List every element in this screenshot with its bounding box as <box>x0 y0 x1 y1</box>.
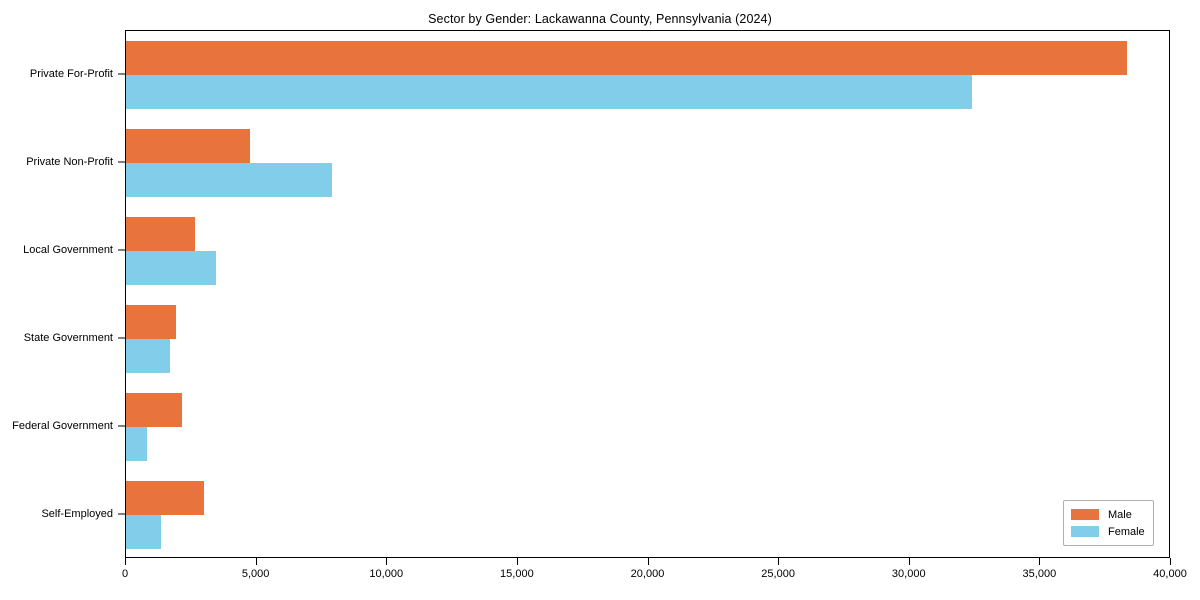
bar-male[interactable] <box>126 129 251 163</box>
x-tick-label: 0 <box>121 568 129 580</box>
x-tick-mark <box>516 558 518 565</box>
x-tick-mark <box>908 558 910 565</box>
y-tick-mark <box>118 337 125 339</box>
y-tick-mark <box>118 73 125 75</box>
bar-female[interactable] <box>126 339 171 373</box>
x-tick-label: 10,000 <box>369 568 404 580</box>
y-tick-label: Local Government <box>23 244 113 256</box>
bar-male[interactable] <box>126 393 183 427</box>
y-tick-mark <box>118 513 125 515</box>
y-tick-label: State Government <box>23 332 113 344</box>
bar-male[interactable] <box>126 217 196 251</box>
legend-label: Male <box>1108 508 1132 521</box>
bar-group <box>126 305 1169 373</box>
bar-male[interactable] <box>126 481 204 515</box>
x-tick-label: 25,000 <box>761 568 795 580</box>
bar-male[interactable] <box>126 305 176 339</box>
x-tick-label: 35,000 <box>1022 568 1057 580</box>
bar-male[interactable] <box>126 41 1127 75</box>
x-tick-label: 40,000 <box>1153 568 1187 580</box>
chart-legend: Male Female <box>1063 500 1154 546</box>
y-tick-label: Self-Employed <box>41 508 113 520</box>
bar-group <box>126 393 1169 461</box>
x-tick-mark <box>125 558 126 565</box>
y-tick-mark <box>118 249 125 251</box>
bar-group <box>126 129 1169 197</box>
bar-female[interactable] <box>126 163 333 197</box>
y-tick-label: Private Non-Profit <box>26 156 113 168</box>
y-axis: Private For-Profit Private Non-Profit Loca… <box>0 30 125 558</box>
bar-female[interactable] <box>126 251 216 285</box>
x-tick-mark <box>1170 558 1171 565</box>
legend-item-female[interactable]: Female <box>1071 523 1145 540</box>
x-tick-mark <box>778 558 780 565</box>
bar-group <box>126 217 1169 285</box>
bar-female[interactable] <box>126 75 973 109</box>
legend-swatch-icon <box>1071 509 1099 520</box>
chart-title: Sector by Gender: Lackawanna County, Pen… <box>428 12 772 26</box>
bar-group <box>126 481 1169 549</box>
bar-female[interactable] <box>126 515 162 549</box>
legend-label: Female <box>1108 525 1145 538</box>
x-tick-label: 20,000 <box>630 568 665 580</box>
legend-item-male[interactable]: Male <box>1071 506 1145 523</box>
x-tick-mark <box>1039 558 1041 565</box>
x-tick-mark <box>647 558 649 565</box>
bar-group <box>126 41 1169 109</box>
y-tick-label: Federal Government <box>12 420 113 432</box>
y-tick-mark <box>118 161 125 163</box>
x-axis: 0 5,000 10,000 15,000 20,000 25,000 30,000 35,0… <box>121 558 1187 600</box>
x-tick-mark <box>255 558 257 565</box>
legend-swatch-icon <box>1071 526 1099 537</box>
x-tick-mark <box>386 558 388 565</box>
bar-female[interactable] <box>126 427 147 461</box>
x-tick-label: 30,000 <box>891 568 926 580</box>
x-tick-label: 15,000 <box>500 568 534 580</box>
bars-layer <box>126 31 1169 557</box>
y-tick-label: Private For-Profit <box>29 68 113 80</box>
y-tick-mark <box>118 425 125 427</box>
x-tick-label: 5,000 <box>241 568 270 580</box>
plot-area <box>125 30 1170 558</box>
